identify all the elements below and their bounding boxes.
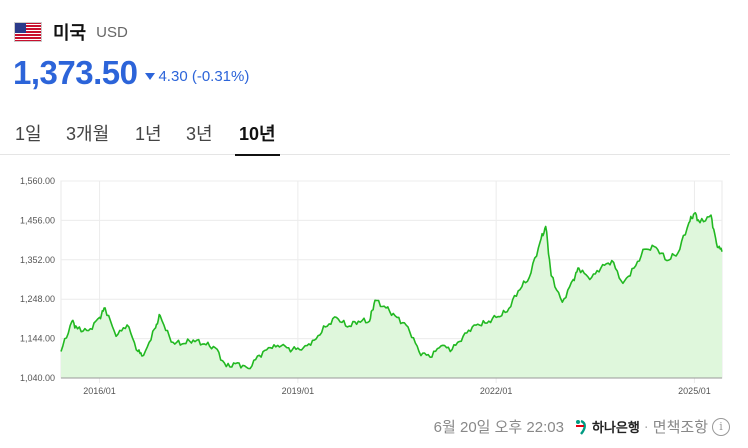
y-tick-label: 1,040.00 xyxy=(20,373,55,383)
disclaimer-link[interactable]: 면책조항 xyxy=(652,419,708,436)
tab-10y[interactable]: 10년 xyxy=(235,120,280,156)
info-icon[interactable]: i xyxy=(712,417,730,436)
x-tick-label: 2022/01 xyxy=(480,386,513,396)
x-tick-label: 2025/01 xyxy=(678,386,711,396)
tab-3m[interactable]: 3개월 xyxy=(66,124,110,144)
exchange-rate-chart: 1,040.00 1,144.00 1,248.00 1,352.00 1,456.00… xyxy=(20,176,723,396)
period-tabs: 1일 3개월 1년 3년 10년 xyxy=(0,110,730,156)
footer-separator: · xyxy=(643,418,649,435)
country-name: 미국 xyxy=(53,23,87,43)
tab-1d[interactable]: 1일 xyxy=(15,124,42,144)
update-timestamp: 6월 20일 오후 22:03 xyxy=(433,419,564,436)
quote-row: 1,373.50 4.30 (-0.31%) xyxy=(13,54,249,92)
series-line xyxy=(60,212,723,370)
x-tick-label: 2019/01 xyxy=(282,386,315,396)
bank-name: 하나은행 xyxy=(591,420,640,435)
tab-1y[interactable]: 1년 xyxy=(135,124,162,144)
tab-3y[interactable]: 3년 xyxy=(186,124,213,144)
x-tick-label: 2016/01 xyxy=(83,386,116,396)
hana-bank-logo-icon xyxy=(574,419,588,435)
y-tick-label: 1,456.00 xyxy=(20,215,55,225)
rate-change: 4.30 (-0.31%) xyxy=(145,68,249,85)
series-area xyxy=(61,212,722,378)
currency-code: USD xyxy=(96,23,128,41)
bank-source: 하나은행 xyxy=(574,417,640,436)
chart-footer: 6월 20일 오후 22:03 하나은행 · 면책조항 i xyxy=(434,416,730,437)
rate-change-value: 4.30 (-0.31%) xyxy=(158,68,250,85)
y-tick-label: 1,248.00 xyxy=(20,294,55,304)
us-flag-icon xyxy=(14,22,42,42)
exchange-rate: 1,373.50 xyxy=(13,54,138,91)
y-tick-label: 1,144.00 xyxy=(20,334,55,344)
y-tick-label: 1,560.00 xyxy=(20,176,55,186)
down-arrow-icon xyxy=(145,73,156,80)
currency-header: 미국 USD xyxy=(14,18,128,46)
y-tick-label: 1,352.00 xyxy=(20,255,55,265)
